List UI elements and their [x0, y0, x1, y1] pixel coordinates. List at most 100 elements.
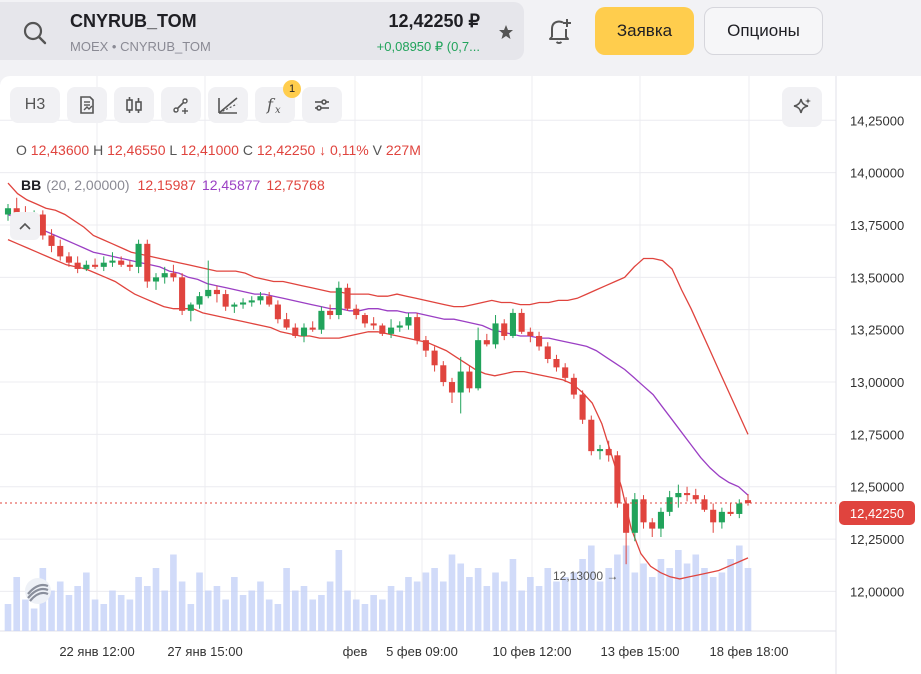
price-chart[interactable]: 14,25000 14,00000 13,75000 13,50000 13,25000… — [0, 76, 921, 674]
order-button[interactable]: Заявка — [595, 7, 694, 55]
ai-sparkle-button[interactable] — [782, 87, 822, 127]
candle-body — [353, 308, 360, 316]
x-tick-label: 22 янв 12:00 — [59, 644, 134, 659]
volume-bar — [396, 590, 404, 631]
volume-bar — [178, 581, 186, 631]
volume-bar — [648, 577, 656, 631]
sparkle-icon — [793, 98, 811, 114]
bollinger-legend[interactable]: BB (20, 2,00000) 12,15987 12,45877 12,75… — [0, 177, 325, 193]
chart-settings-button[interactable] — [67, 87, 107, 123]
volume-bar — [701, 568, 708, 631]
candle-body — [283, 319, 290, 328]
current-price: 12,42250 ₽ — [388, 11, 480, 31]
y-tick-label: 13,50000 — [850, 270, 904, 285]
candle-body — [135, 243, 142, 267]
candle-body — [274, 304, 281, 320]
candles-icon — [126, 97, 142, 113]
candle-body — [65, 256, 72, 263]
volume-bar — [100, 604, 108, 631]
volume-bar — [4, 604, 12, 631]
chart-panel[interactable]: 14,25000 14,00000 13,75000 13,50000 13,25000… — [0, 76, 921, 674]
timeframe-button[interactable]: Н3 — [10, 87, 60, 123]
candle-body — [13, 208, 20, 215]
candle-body — [327, 310, 334, 316]
candle-body — [231, 304, 238, 307]
x-tick-label: фев — [343, 644, 368, 659]
candle-body — [213, 289, 220, 295]
volume-bar — [675, 550, 682, 631]
volume-bar — [204, 590, 212, 631]
filters-button[interactable] — [302, 87, 342, 123]
star-icon[interactable] — [498, 24, 514, 40]
close-label: C — [242, 142, 253, 158]
instrument-search[interactable]: CNYRUB_TOM MOEX • CNYRUB_TOM 12,42250 ₽ … — [0, 2, 524, 60]
volume-bar — [187, 604, 195, 631]
volume-bar — [553, 581, 560, 631]
bb-middle-value: 12,45877 — [201, 177, 261, 193]
candle-body — [205, 289, 212, 297]
volume-bar — [509, 559, 517, 631]
volume-bar — [117, 595, 125, 631]
min-price-marker: 12,13000 → — [553, 569, 619, 583]
ticker-name: CNYRUB_TOM — [70, 11, 197, 31]
volume-bar — [135, 577, 142, 631]
candle-body — [562, 367, 569, 378]
options-button[interactable]: Опционы — [704, 7, 823, 55]
candle-body — [57, 245, 64, 257]
bb-lower-value: 12,15987 — [137, 177, 196, 193]
candle-body — [596, 449, 604, 452]
candle-body — [405, 317, 412, 326]
x-tick-label: 10 фев 12:00 — [492, 644, 571, 659]
candle-body — [536, 335, 543, 347]
candle-body — [579, 394, 586, 420]
candle-body — [83, 264, 90, 269]
candle-body — [39, 214, 46, 236]
volume-bar — [126, 599, 134, 631]
volume-bar — [561, 577, 569, 631]
bell-plus-icon[interactable] — [546, 16, 574, 46]
volume-bar — [170, 554, 177, 631]
candle-body — [509, 312, 516, 336]
candle-body — [126, 264, 133, 267]
change-percent: ↓ 0,11% — [319, 142, 369, 158]
volume-bar — [657, 559, 665, 631]
volume-bar — [65, 595, 73, 631]
candle-body — [370, 323, 377, 326]
candle-body — [623, 503, 630, 533]
search-icon — [23, 21, 47, 45]
candle-body — [292, 327, 299, 336]
candle-body — [240, 302, 247, 305]
volume-value: 227M — [385, 142, 421, 158]
volume-bar — [474, 568, 482, 631]
trendline-icon — [173, 98, 188, 114]
y-tick-label: 12,75000 — [850, 427, 904, 442]
candle-body — [544, 346, 551, 359]
candle-body — [388, 327, 395, 334]
volume-bar — [22, 599, 29, 631]
indicators-button[interactable]: f x 1 — [255, 80, 301, 123]
collapse-legend-button[interactable] — [10, 212, 40, 240]
candle-body — [483, 340, 490, 345]
fibonacci-button[interactable] — [208, 87, 248, 123]
volume-bar — [405, 577, 412, 631]
close-value: 12,42250 — [256, 142, 316, 158]
volume-bar — [431, 568, 438, 631]
volume-bar — [614, 554, 621, 631]
candle-body — [466, 371, 473, 389]
candle-body — [570, 377, 577, 395]
candle-body — [675, 493, 682, 498]
y-tick-label: 13,75000 — [850, 218, 904, 233]
exchange-name: MOEX — [70, 39, 109, 54]
candle-body — [170, 273, 177, 278]
drawing-tools-button[interactable] — [161, 87, 201, 123]
exchange-logo-icon — [25, 578, 51, 604]
volume-bar — [300, 586, 308, 631]
volume-bar — [361, 604, 369, 631]
volume-bar — [448, 554, 456, 631]
svg-text:f: f — [266, 95, 276, 114]
candle-body — [527, 331, 534, 336]
chart-type-button[interactable] — [114, 87, 154, 123]
volume-bar — [570, 572, 578, 631]
volume-bar — [744, 568, 752, 631]
candle-body — [161, 273, 168, 278]
